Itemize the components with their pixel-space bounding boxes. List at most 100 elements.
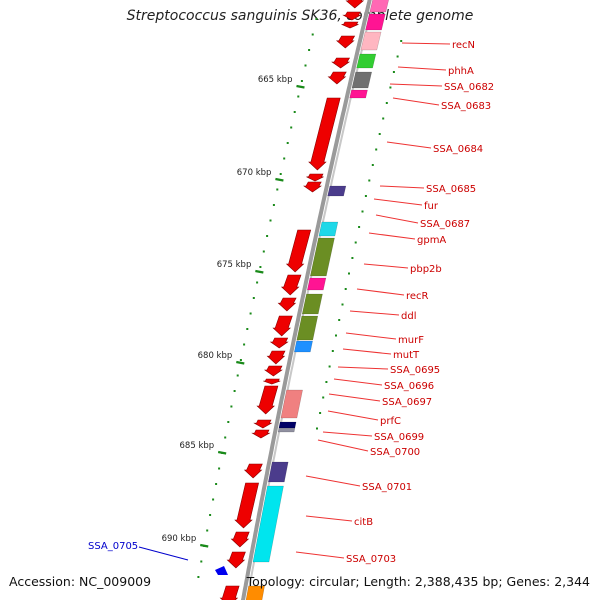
feature-boxes — [245, 0, 389, 600]
ruler-dot — [243, 343, 246, 346]
ruler-dot — [396, 55, 399, 58]
gene-leader — [389, 83, 443, 87]
gene-leader — [401, 42, 451, 45]
ruler-dot — [368, 179, 371, 182]
gene-label: recR — [406, 291, 429, 302]
ruler-tick — [296, 84, 305, 89]
feature-box — [306, 277, 327, 291]
gene-arrow — [263, 365, 283, 377]
gene-leader — [328, 393, 381, 402]
ruler-dot — [341, 303, 344, 306]
gene-arrow — [263, 378, 281, 385]
gene-leader — [368, 232, 416, 240]
gene-arrow — [342, 11, 362, 21]
feature-box — [369, 0, 389, 13]
ruler-dots — [197, 18, 403, 578]
feature-box — [360, 31, 382, 51]
feature-box — [252, 485, 284, 563]
ruler-dot — [293, 111, 296, 113]
ruler-dot — [279, 173, 282, 175]
gene-label: SSA_0685 — [426, 184, 476, 195]
ruler-dot — [354, 241, 357, 244]
feature-box — [267, 461, 289, 483]
label-leader-lines — [138, 42, 451, 561]
ruler-label: 685 kbp — [180, 441, 215, 451]
gene-arrow — [251, 429, 271, 439]
gene-leader — [337, 366, 389, 370]
gene-leader — [373, 198, 423, 206]
feature-box — [349, 89, 368, 99]
gene-label: SSA_0682 — [444, 82, 494, 93]
gene-label: SSA_0683 — [441, 101, 491, 112]
ruler-dot — [272, 204, 275, 206]
gene-arrow — [269, 337, 289, 349]
gene-leader — [397, 66, 447, 71]
accession-text: Accession: NC_009009 — [9, 574, 152, 589]
gene-label: prfC — [380, 416, 401, 427]
ruler-tick — [275, 177, 284, 182]
ruler-dot — [364, 195, 367, 197]
feature-box — [356, 53, 377, 69]
gene-label: phhA — [448, 66, 474, 77]
gene-leader — [349, 310, 400, 316]
gene-label: recN — [452, 40, 475, 51]
ruler-dot — [262, 250, 265, 253]
gene-arrow — [335, 35, 356, 49]
gene-leader — [317, 439, 369, 452]
gene-label: mutT — [393, 350, 420, 361]
gene-arrow — [243, 463, 263, 479]
ruler-dot — [256, 281, 259, 284]
gene-arrow — [285, 229, 312, 273]
ruler-dot — [338, 319, 341, 321]
ruler-dot — [283, 157, 286, 160]
ruler-label: 665 kbp — [258, 75, 293, 85]
gene-labels: recN phhA SSA_0682 SSA_0683 SSA_0684 SSA_0685… — [88, 40, 494, 565]
ruler-label: 690 kbp — [162, 534, 197, 544]
ruler-dot — [335, 334, 337, 337]
ruler-dot — [218, 467, 221, 470]
ruler-dot — [224, 436, 227, 439]
ruler-dot — [209, 514, 212, 516]
ruler-dot — [315, 18, 318, 20]
gene-arrow — [303, 181, 322, 193]
ruler-dot — [246, 328, 249, 330]
ruler-label: 675 kbp — [217, 260, 252, 270]
ruler-dot — [276, 188, 279, 191]
ruler-tick — [217, 450, 227, 455]
gene-leader — [305, 515, 353, 522]
ruler-dot — [382, 117, 385, 120]
ruler-dot — [361, 210, 364, 213]
gene-arrow — [306, 173, 324, 182]
ruler-dot — [212, 498, 215, 501]
feature-box — [301, 293, 323, 315]
ruler-dot — [297, 95, 300, 98]
feature-box — [351, 71, 373, 89]
gene-arrow — [234, 482, 259, 529]
gene-arrow — [272, 315, 293, 337]
gene-label: SSA_0695 — [390, 365, 440, 376]
gene-leader — [363, 263, 409, 269]
gene-label: SSA_0700 — [370, 447, 420, 458]
gene-leader — [386, 141, 432, 149]
ruler-dot — [385, 102, 388, 104]
highlight-arrow — [215, 566, 228, 575]
feature-box — [309, 237, 335, 277]
ruler-dot — [392, 71, 395, 73]
gene-arrow — [226, 551, 246, 569]
ruler-dot — [325, 381, 328, 383]
ruler-dot — [378, 133, 381, 135]
ruler-dot — [259, 266, 262, 268]
gene-label: pbp2b — [410, 264, 442, 275]
ruler-dot — [215, 483, 218, 485]
highlight-leader — [138, 546, 189, 561]
ruler-dot — [236, 374, 239, 377]
feature-box — [280, 389, 303, 419]
ruler-dot — [311, 33, 314, 36]
gene-label: SSA_0699 — [374, 432, 424, 443]
highlight-label: SSA_0705 — [88, 541, 138, 552]
ruler-dot — [266, 235, 269, 237]
gene-leader — [305, 475, 361, 487]
gene-leader — [333, 378, 383, 386]
gene-label: SSA_0696 — [384, 381, 434, 392]
